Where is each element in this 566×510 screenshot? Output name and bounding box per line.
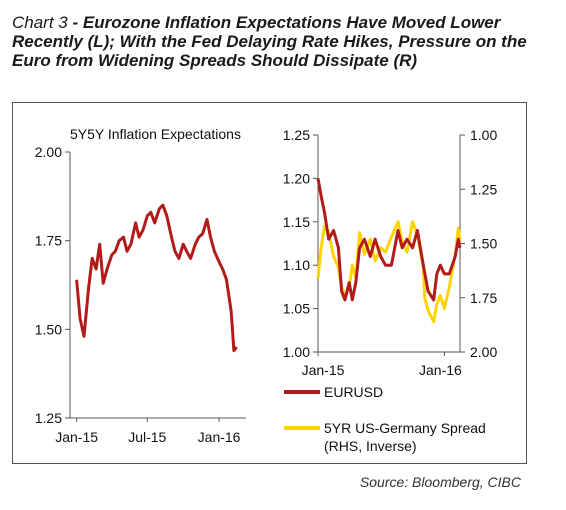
left-x-tick-label: Jul-15 (128, 429, 166, 445)
left-chart-title: 5Y5Y Inflation Expectations (70, 126, 241, 142)
right-chart-left-y-axis: 1.25 1.20 1.15 1.10 1.05 1.00 (283, 127, 319, 360)
series-line-eurusd (316, 178, 462, 302)
left-y-tick-label: 1.50 (35, 321, 62, 337)
right-chart-y-tick-label: 1.10 (283, 257, 310, 273)
right-chart-y-tick-label: 1.25 (283, 127, 310, 143)
right-chart-x-axis: Jan-15 Jan-16 (302, 351, 462, 378)
left-x-axis: Jan-15 Jul-15 Jan-16 (55, 417, 246, 445)
right-chart-y2-tick-label: 1.25 (470, 181, 497, 197)
legend-label-spread: 5YR US-Germany Spread (RHS, Inverse) (324, 420, 490, 454)
left-chart: 5Y5Y Inflation Expectations 2.00 1.75 1.50… (35, 126, 246, 445)
right-chart-y-tick-label: 1.00 (283, 344, 310, 360)
right-chart-y2-tick-label: 1.75 (470, 290, 497, 306)
right-chart-y2-tick-label: 2.00 (470, 344, 497, 360)
chart-frame (12, 102, 527, 464)
chart-caption: Chart 3 - Eurozone Inflation Expectation… (12, 13, 532, 70)
right-chart-right-y-axis: 1.00 1.25 1.50 1.75 2.00 (459, 127, 497, 360)
left-y-tick-label: 1.25 (35, 410, 62, 426)
right-chart-y-tick-label: 1.15 (283, 214, 310, 230)
legend-label-spread-line2: (RHS, Inverse) (324, 438, 417, 454)
left-x-tick-label: Jan-15 (55, 429, 98, 445)
left-x-tick-label: Jan-16 (198, 429, 241, 445)
chart-number: Chart 3 (12, 13, 68, 32)
right-chart-y2-tick-label: 1.50 (470, 236, 497, 252)
right-chart-x-tick-label: Jan-15 (302, 362, 345, 378)
series-line-inflation-expectations (75, 203, 238, 353)
chart-headline: - Eurozone Inflation Expectations Have M… (12, 13, 527, 70)
right-chart-y2-tick-label: 1.00 (470, 127, 497, 143)
right-chart-x-tick-label: Jan-16 (419, 362, 462, 378)
right-chart: 1.25 1.20 1.15 1.10 1.05 1.00 1.00 1.25 1.50 1.7… (283, 127, 498, 378)
right-chart-y-tick-label: 1.20 (283, 170, 310, 186)
legend: EURUSD 5YR US-Germany Spread (RHS, Inver… (284, 384, 490, 454)
left-y-tick-label: 1.75 (35, 233, 62, 249)
left-y-axis: 2.00 1.75 1.50 1.25 (35, 144, 71, 426)
legend-label-spread-line1: 5YR US-Germany Spread (324, 420, 486, 436)
right-series-group (316, 178, 462, 324)
legend-label-eurusd: EURUSD (324, 384, 383, 400)
right-chart-y-tick-label: 1.05 (283, 301, 310, 317)
left-y-tick-label: 2.00 (35, 144, 62, 160)
source-note: Source: Bloomberg, CIBC (359, 474, 521, 490)
left-series-group (75, 203, 238, 353)
